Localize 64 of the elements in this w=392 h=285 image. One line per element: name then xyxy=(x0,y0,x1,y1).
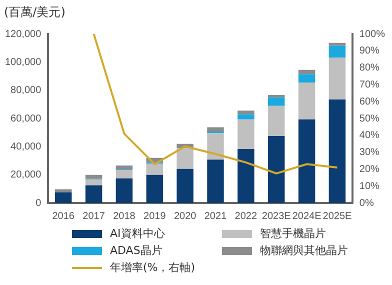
y2-tick-label: 90% xyxy=(359,46,380,57)
bar xyxy=(85,174,102,179)
y-tick-label: 0 xyxy=(36,198,42,209)
bar xyxy=(298,74,316,82)
x-tick-label: 2016 xyxy=(52,210,75,222)
bar xyxy=(54,192,72,203)
x-tick-label: 2024E xyxy=(292,210,322,222)
y-tick-label: 80,000 xyxy=(10,85,42,96)
y-tick-label: 120,000 xyxy=(4,28,42,40)
bar xyxy=(207,160,224,203)
bar xyxy=(176,148,194,169)
bar xyxy=(298,119,316,203)
bar xyxy=(238,114,254,120)
y2-tick-label: 50% xyxy=(359,113,380,124)
y-axis-title: (百萬/美元) xyxy=(4,4,66,21)
legend-label: 智慧手機晶片 xyxy=(260,226,326,241)
y2-tick-label: 10% xyxy=(359,180,380,192)
bar xyxy=(328,99,346,203)
legend-label: ADAS晶片 xyxy=(110,243,162,258)
y2-tick-label: 70% xyxy=(359,79,380,90)
bar xyxy=(146,164,164,175)
bar xyxy=(268,136,285,203)
y-tick-label: 100,000 xyxy=(4,56,42,68)
bar xyxy=(116,166,133,170)
bar xyxy=(207,127,224,132)
bar xyxy=(238,149,254,203)
y-tick-label: 20,000 xyxy=(10,170,42,181)
x-tick-label: 2022 xyxy=(234,210,258,222)
x-tick-label: 2020 xyxy=(174,210,197,222)
legend-label: 物聯網與其他晶片 xyxy=(260,243,348,258)
y2-tick-label: 40% xyxy=(359,130,380,142)
bar xyxy=(298,82,316,120)
x-tick-label: 2018 xyxy=(113,210,136,222)
bar xyxy=(85,185,102,203)
bar xyxy=(85,179,102,186)
bar xyxy=(146,174,164,203)
bar xyxy=(238,119,254,150)
y-tick-label: 40,000 xyxy=(10,141,42,152)
y2-tick-label: 30% xyxy=(359,147,380,158)
bar xyxy=(328,58,346,100)
bar xyxy=(207,133,224,160)
y2-tick-label: 0% xyxy=(359,198,374,209)
bar xyxy=(54,189,72,192)
y2-tick-label: 20% xyxy=(359,164,380,175)
legend-label: AI資料中心 xyxy=(110,226,165,241)
y2-tick-label: 60% xyxy=(359,96,380,108)
x-tick-label: 2025E xyxy=(322,210,352,222)
y2-tick-label: 100% xyxy=(359,28,386,40)
y2-tick-label: 80% xyxy=(359,62,380,74)
bar xyxy=(268,106,285,136)
bar xyxy=(116,178,133,203)
x-tick-label: 2021 xyxy=(204,210,228,222)
y-tick-label: 60,000 xyxy=(10,113,42,124)
bar xyxy=(298,70,316,74)
bar xyxy=(268,94,285,98)
legend-label: 年增率(%，右軸) xyxy=(110,260,196,275)
bar xyxy=(116,170,133,178)
x-tick-label: 2017 xyxy=(82,210,106,222)
bar xyxy=(176,168,194,203)
bar xyxy=(268,97,285,106)
bar xyxy=(238,110,254,114)
bar xyxy=(328,46,346,58)
x-tick-label: 2023E xyxy=(262,210,292,222)
x-tick-label: 2019 xyxy=(144,210,166,222)
